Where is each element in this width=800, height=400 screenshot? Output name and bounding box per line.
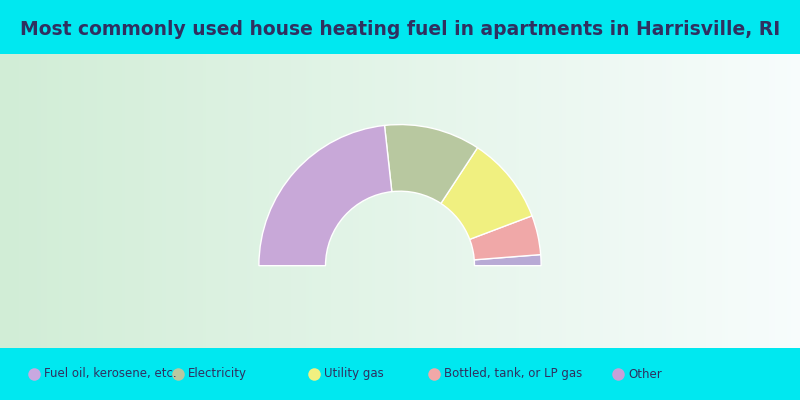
Text: Bottled, tank, or LP gas: Bottled, tank, or LP gas — [444, 368, 582, 380]
Wedge shape — [470, 216, 541, 260]
Wedge shape — [259, 126, 392, 266]
Wedge shape — [441, 148, 532, 239]
Text: Electricity: Electricity — [188, 368, 247, 380]
Text: Utility gas: Utility gas — [324, 368, 384, 380]
Text: Most commonly used house heating fuel in apartments in Harrisville, RI: Most commonly used house heating fuel in… — [20, 20, 780, 39]
Wedge shape — [385, 124, 478, 204]
Wedge shape — [474, 255, 541, 266]
Text: Fuel oil, kerosene, etc.: Fuel oil, kerosene, etc. — [44, 368, 177, 380]
Text: Other: Other — [628, 368, 662, 380]
